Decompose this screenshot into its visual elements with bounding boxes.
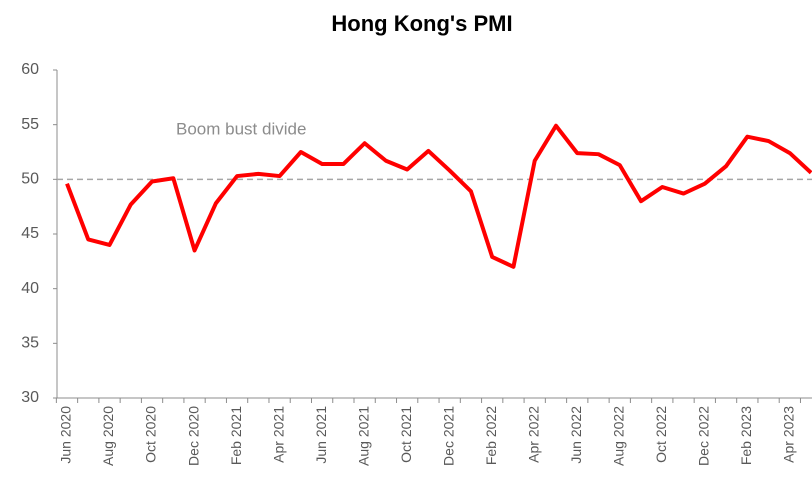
- y-tick-label: 30: [21, 389, 39, 406]
- x-tick-label: Jun 2022: [568, 406, 584, 464]
- x-tick-label: Apr 2023: [781, 406, 797, 463]
- y-tick-label: 40: [21, 280, 39, 297]
- x-tick-label: Feb 2023: [738, 406, 754, 465]
- x-tick-label: Aug 2020: [100, 406, 116, 466]
- x-tick-label: Aug 2021: [355, 406, 371, 466]
- x-tick-label: Oct 2022: [653, 406, 669, 463]
- x-tick-label: Apr 2022: [525, 406, 541, 463]
- x-tick-label: Oct 2021: [398, 406, 414, 463]
- line: [65, 123, 812, 269]
- y-tick-label: 55: [21, 116, 39, 133]
- x-tick-label: Dec 2022: [696, 406, 712, 466]
- y-tick-label: 50: [21, 171, 39, 188]
- x-tick-label: Apr 2021: [270, 406, 286, 463]
- x-tick-label: Aug 2022: [610, 406, 626, 466]
- y-tick-label: 45: [21, 225, 39, 242]
- chart-title: Hong Kong's PMI: [331, 11, 512, 36]
- x-tick-label: Jun 2021: [313, 406, 329, 464]
- x-tick-label: Feb 2022: [483, 406, 499, 465]
- y-tick-label: 35: [21, 335, 39, 352]
- x-tick-label: Oct 2020: [143, 406, 159, 463]
- annotation: Boom bust divide: [176, 119, 306, 138]
- x-tick-label: Feb 2021: [228, 406, 244, 465]
- x-tick-label: Dec 2020: [185, 406, 201, 466]
- x-tick-label: Dec 2021: [440, 406, 456, 466]
- y-tick-label: 60: [21, 61, 39, 78]
- x-tick-label: Jun 2020: [58, 406, 74, 464]
